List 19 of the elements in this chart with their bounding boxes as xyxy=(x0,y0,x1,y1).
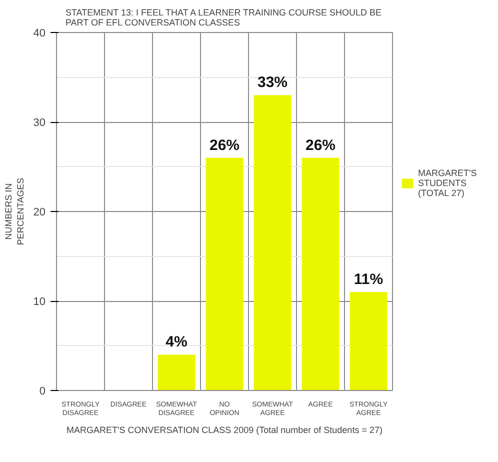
bar xyxy=(302,158,340,390)
data-label: 26% xyxy=(305,136,336,154)
bar xyxy=(350,292,388,390)
data-label: 33% xyxy=(257,74,288,92)
bar xyxy=(254,95,292,390)
y-axis-title: NUMBERS IN PERCENTAGES xyxy=(3,178,26,246)
legend-label: MARGARET'S STUDENTS (TOTAL 27) xyxy=(418,168,477,198)
y-tick-label: 30 xyxy=(33,117,46,129)
y-tick-label: 40 xyxy=(33,28,46,40)
data-label: 26% xyxy=(209,136,240,154)
bar xyxy=(206,158,244,390)
y-tick-label: 10 xyxy=(33,296,46,308)
chart-title: STATEMENT 13: I FEEL THAT A LEARNER TRAINING COURSE SHOULD BE PART OF EFL CONVERSATION CLASSES xyxy=(65,8,382,28)
x-axis-title: MARGARET'S CONVERSATION CLASS 2009 (Total number of Students = 27) xyxy=(66,424,382,435)
data-label: 11% xyxy=(354,271,384,288)
y-tick-label: 0 xyxy=(39,386,46,398)
y-tick-label: 20 xyxy=(33,206,46,218)
data-label: 4% xyxy=(166,334,188,351)
bar xyxy=(158,354,196,390)
